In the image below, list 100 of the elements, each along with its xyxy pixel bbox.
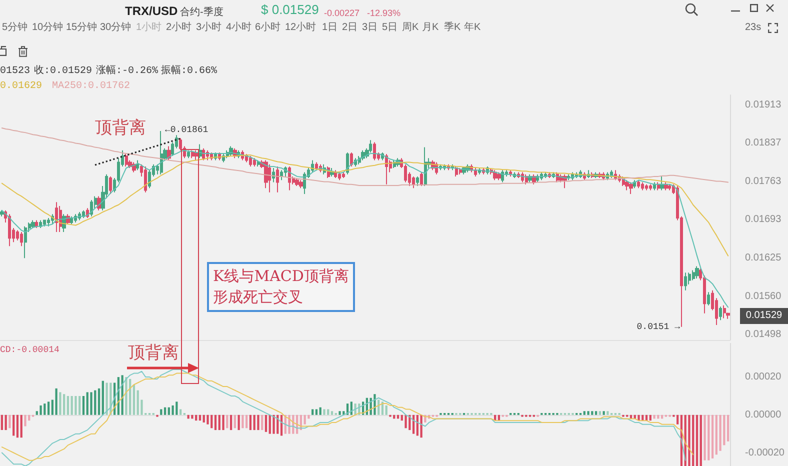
text: 4小时 bbox=[226, 22, 252, 34]
bar bbox=[176, 402, 178, 415]
bar bbox=[323, 409, 326, 415]
bar bbox=[719, 414, 722, 451]
candlestick bbox=[20, 231, 23, 247]
candlestick bbox=[191, 150, 194, 159]
candlestick bbox=[695, 266, 699, 280]
text: 12小时 bbox=[285, 22, 316, 34]
bar bbox=[218, 414, 220, 430]
candlestick bbox=[31, 220, 35, 229]
bar bbox=[44, 404, 46, 415]
candlestick bbox=[35, 220, 38, 229]
bar bbox=[191, 414, 194, 419]
bar bbox=[312, 409, 314, 415]
bar bbox=[90, 392, 92, 415]
bar bbox=[338, 411, 341, 415]
bar bbox=[125, 377, 128, 415]
annotation: CD:-0.00014 bbox=[0, 345, 60, 356]
text: 5分钟 bbox=[2, 22, 28, 34]
bar bbox=[692, 414, 694, 466]
text: -0.00227 bbox=[324, 8, 360, 18]
bar bbox=[583, 411, 586, 415]
candlestick bbox=[144, 166, 147, 193]
candlestick bbox=[249, 156, 252, 167]
candlestick bbox=[0, 210, 4, 217]
bar bbox=[106, 382, 108, 415]
candlestick bbox=[90, 199, 93, 217]
bar bbox=[715, 414, 718, 455]
candlestick bbox=[280, 170, 283, 181]
text: $ 0.01529 bbox=[261, 2, 319, 18]
bar bbox=[653, 414, 656, 419]
y-tick-label: 0.00020 bbox=[745, 372, 782, 383]
candlestick bbox=[295, 178, 299, 186]
text: 2日 bbox=[342, 22, 358, 34]
bar bbox=[16, 414, 19, 438]
bar bbox=[242, 414, 244, 428]
bar bbox=[649, 414, 652, 421]
bar bbox=[327, 409, 330, 415]
text: 3小时 bbox=[196, 22, 222, 34]
annotation: 0.0151 → bbox=[636, 322, 680, 332]
candlestick bbox=[334, 170, 337, 179]
bar bbox=[700, 414, 702, 466]
candlestick bbox=[47, 218, 50, 227]
candlestick bbox=[167, 146, 171, 161]
text: 30分钟 bbox=[100, 22, 132, 34]
bar bbox=[420, 414, 422, 438]
bar bbox=[638, 414, 640, 421]
text: 0.01629 bbox=[0, 81, 42, 92]
candlestick bbox=[509, 170, 512, 177]
candlestick bbox=[455, 166, 458, 177]
bar bbox=[726, 414, 730, 442]
text: 6小时 bbox=[255, 22, 281, 34]
bar bbox=[12, 414, 15, 436]
bar bbox=[70, 396, 73, 415]
y-tick-label: 0.01913 bbox=[745, 100, 782, 111]
bar bbox=[330, 411, 334, 415]
candlestick bbox=[194, 150, 198, 161]
bar bbox=[172, 405, 174, 415]
chart-title: TRX/USD bbox=[125, 4, 178, 19]
candlestick bbox=[70, 216, 73, 225]
bar bbox=[66, 396, 70, 415]
bar bbox=[264, 414, 268, 432]
bar bbox=[206, 414, 209, 424]
bar bbox=[598, 411, 601, 415]
bar bbox=[230, 414, 232, 430]
bar bbox=[179, 409, 182, 415]
text: 月K bbox=[422, 22, 439, 34]
bar bbox=[606, 411, 609, 415]
text: 10分钟 bbox=[32, 22, 64, 34]
bar bbox=[55, 388, 58, 415]
chart-subtitle: 合约-季度 bbox=[180, 7, 224, 18]
candlestick bbox=[719, 306, 722, 321]
y-tick-label: 0.00000 bbox=[745, 409, 782, 420]
candlestick bbox=[136, 160, 139, 171]
candlestick bbox=[657, 182, 660, 191]
candlestick bbox=[268, 164, 271, 193]
bar bbox=[249, 414, 252, 430]
bar bbox=[4, 414, 7, 430]
candlestick bbox=[416, 176, 419, 186]
candlestick bbox=[645, 184, 648, 191]
bar bbox=[74, 396, 77, 415]
bar bbox=[195, 414, 198, 421]
bar bbox=[8, 414, 11, 428]
bar bbox=[202, 414, 205, 422]
candlestick bbox=[257, 160, 260, 167]
y-tick-label: 0.01693 bbox=[745, 214, 782, 226]
bar bbox=[711, 414, 714, 458]
candlestick bbox=[299, 180, 303, 189]
y-tick-label: 0.01498 bbox=[745, 328, 782, 340]
bar bbox=[20, 414, 22, 438]
bar bbox=[591, 411, 594, 415]
bar bbox=[102, 380, 104, 415]
bar bbox=[688, 414, 690, 466]
candlestick bbox=[459, 168, 462, 175]
bar bbox=[40, 405, 42, 415]
candlestick bbox=[723, 304, 726, 319]
candlestick bbox=[160, 130, 163, 175]
candlestick bbox=[272, 168, 275, 183]
bar bbox=[246, 414, 248, 428]
text: 15分钟 bbox=[66, 22, 98, 34]
